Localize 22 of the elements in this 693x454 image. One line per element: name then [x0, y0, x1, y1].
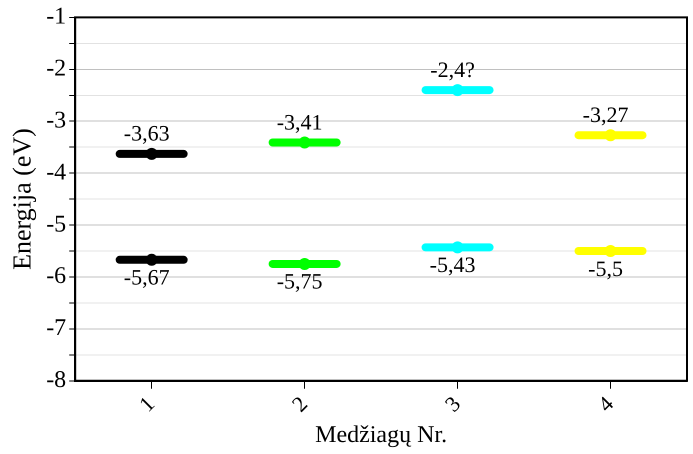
x-tick-label: 1 [134, 391, 160, 416]
x-tick-label: 2 [286, 391, 312, 416]
y-tick-label: -3 [46, 108, 66, 134]
y-tick-label: -1 [46, 4, 66, 30]
x-tick-label: 3 [440, 391, 466, 416]
data-label: -2,4? [430, 56, 475, 82]
y-tick-label: -7 [46, 315, 66, 342]
y-tick-label: -2 [46, 56, 66, 82]
data-label: -5,43 [430, 252, 476, 278]
data-label: -3,41 [276, 109, 323, 134]
y-tick-label: -5 [46, 211, 66, 238]
data-label: -3,63 [124, 120, 170, 146]
x-axis-title: Medžiagų Nr. [315, 422, 448, 448]
y-tick-label: -6 [46, 263, 66, 290]
y-tick-label: -8 [46, 367, 66, 394]
data-label: -5,75 [276, 268, 323, 294]
y-axis-title: Energija (eV) [7, 128, 36, 270]
data-label: -3,27 [582, 102, 628, 128]
y-tick-label: -4 [46, 159, 66, 186]
data-label: -5,67 [124, 264, 170, 290]
x-tick-label: 4 [592, 391, 618, 416]
data-label: -5,5 [588, 256, 623, 281]
